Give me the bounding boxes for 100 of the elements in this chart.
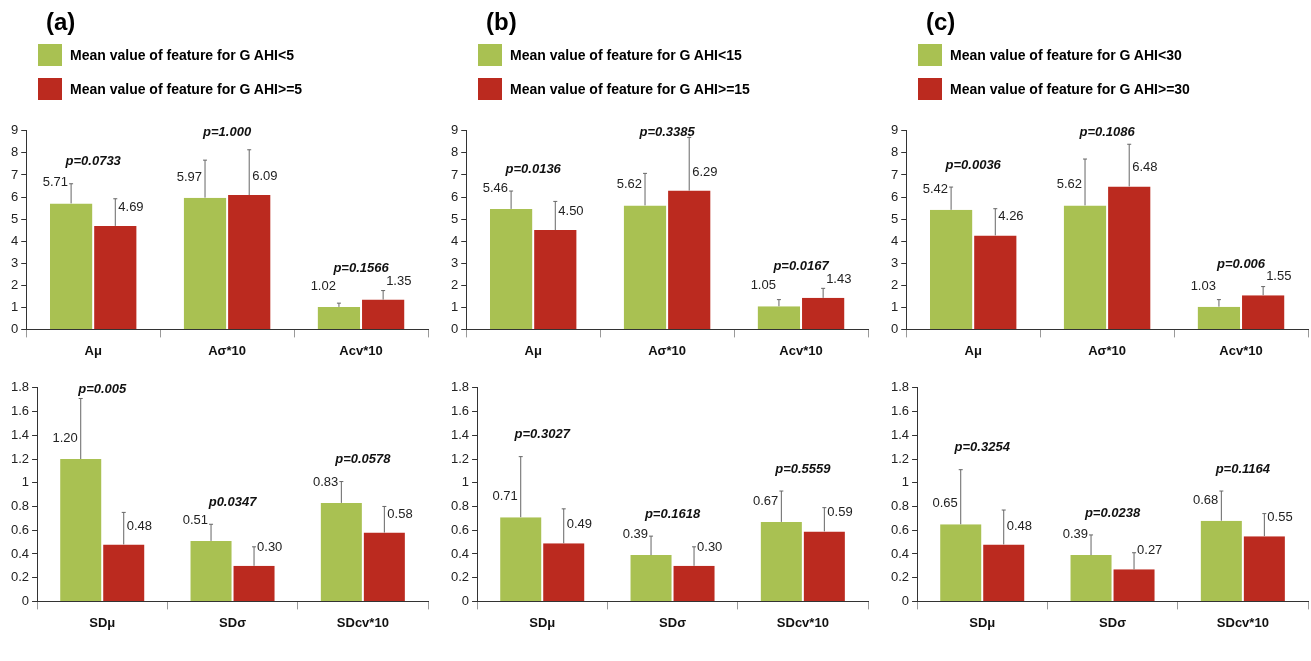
y-tick-label: 2 [451, 276, 459, 292]
x-tick-label: Aμ [84, 342, 102, 358]
data-label: 5.42 [922, 180, 949, 196]
y-tick-label: 0.4 [890, 545, 910, 561]
data-label: 0.55 [1267, 509, 1293, 525]
chart-title: (c) [926, 8, 957, 37]
data-label: 0.39 [622, 526, 649, 542]
y-tick-label: 1 [21, 474, 30, 490]
y-tick-label: 1.6 [890, 403, 910, 419]
y-tick-label: 0.8 [450, 498, 470, 514]
x-tick-label: Acv*10 [1219, 342, 1263, 358]
y-tick-label: 0.6 [890, 521, 910, 537]
y-tick-label: 0 [451, 320, 459, 336]
y-tick-label: 1.4 [890, 426, 910, 442]
x-tick-label: SDσ [1099, 614, 1127, 630]
y-tick-label: 1.8 [10, 379, 30, 395]
y-tick-label: 0.2 [10, 569, 30, 585]
data-label: 0.30 [257, 538, 283, 554]
data-label: 0.65 [932, 495, 958, 511]
y-tick-label: 1.8 [890, 379, 910, 395]
y-tick-label: 4 [451, 232, 459, 248]
legend-label: Mean value of feature for G AHI>=5 [70, 81, 303, 97]
annotation: p=0.1086 [1078, 124, 1136, 140]
y-tick-label: 5 [891, 210, 899, 226]
data-label: 4.26 [998, 208, 1024, 224]
y-tick-label: 8 [891, 144, 899, 160]
y-tick-label: 0.8 [890, 498, 910, 514]
y-tick-label: 0 [21, 592, 30, 608]
annotation: p=0.005 [77, 381, 128, 397]
y-tick-label: 0.4 [450, 545, 470, 561]
y-tick-label: 3 [451, 254, 459, 270]
data-label: 0.48 [1006, 517, 1033, 533]
y-tick-label: 5 [11, 210, 19, 226]
x-tick-label: Aσ*10 [1088, 342, 1127, 358]
data-label: 1.55 [1266, 268, 1292, 284]
annotation: p=0.1164 [1214, 460, 1271, 476]
y-tick-label: 2 [11, 276, 19, 292]
data-label: 1.43 [826, 270, 852, 286]
y-tick-label: 2 [891, 276, 899, 292]
y-tick-label: 8 [11, 144, 19, 160]
data-label: 0.83 [313, 473, 339, 489]
y-tick-label: 1.6 [10, 403, 30, 419]
data-label: 5.62 [1056, 176, 1083, 192]
annotation: p=0.0238 [1083, 504, 1141, 520]
y-tick-label: 1 [891, 298, 899, 314]
y-tick-label: 0 [11, 320, 19, 336]
data-label: 6.09 [252, 168, 278, 184]
y-tick-label: 1.2 [890, 450, 910, 466]
y-tick-label: 1 [451, 298, 459, 314]
data-label: 6.29 [692, 163, 718, 179]
y-tick-label: 0 [901, 592, 910, 608]
annotation: p0.0347 [207, 493, 258, 509]
x-tick-label: SDμ [89, 614, 116, 630]
data-label: 0.67 [753, 492, 779, 508]
data-label: 6.48 [1132, 159, 1158, 175]
data-label: 1.20 [52, 430, 78, 446]
annotation: p=0.3385 [638, 124, 696, 140]
data-label: 1.03 [1190, 277, 1216, 293]
annotation: p=0.3254 [953, 439, 1011, 455]
y-tick-label: 1 [461, 474, 470, 490]
legend-label: Mean value of feature for G AHI<30 [950, 47, 1182, 63]
y-tick-label: 6 [891, 188, 899, 204]
x-tick-label: SDcv*10 [336, 614, 389, 630]
y-tick-label: 9 [11, 122, 19, 138]
legend-label: Mean value of feature for G AHI>=30 [950, 81, 1190, 97]
y-tick-label: 0 [461, 592, 470, 608]
annotation: p=0.5559 [774, 460, 832, 476]
data-label: 0.30 [697, 538, 723, 554]
y-tick-label: 0.2 [450, 569, 470, 585]
y-tick-label: 7 [11, 166, 19, 182]
data-label: 0.68 [1193, 491, 1219, 507]
data-label: 4.69 [118, 198, 144, 214]
y-tick-label: 4 [11, 232, 19, 248]
data-label: 0.39 [1062, 526, 1089, 542]
annotation: p=1.000 [202, 124, 252, 140]
data-label: 0.49 [566, 516, 593, 532]
y-tick-label: 0.6 [10, 521, 30, 537]
annotation: p=0.0167 [772, 257, 830, 273]
x-tick-label: SDμ [969, 614, 996, 630]
y-tick-label: 5 [451, 210, 459, 226]
annotation: p=0.006 [1216, 256, 1266, 272]
y-tick-label: 1.4 [10, 426, 30, 442]
annotation: p=0.1618 [643, 505, 701, 521]
legend-label: Mean value of feature for G AHI<15 [510, 47, 742, 63]
legend-label: Mean value of feature for G AHI>=15 [510, 81, 750, 97]
annotation: p=0.0578 [334, 451, 392, 467]
annotation: p=0.3027 [513, 426, 571, 442]
y-tick-label: 1.6 [450, 403, 470, 419]
annotation: p=0.0733 [64, 153, 122, 169]
y-tick-label: 1 [11, 298, 19, 314]
data-label: 0.48 [126, 517, 153, 533]
y-tick-label: 1.4 [450, 426, 470, 442]
legend-label: Mean value of feature for G AHI<5 [70, 47, 294, 63]
y-tick-label: 1.2 [10, 450, 30, 466]
annotation: p=0.0136 [504, 160, 562, 176]
y-tick-label: 9 [451, 122, 459, 138]
y-tick-label: 1 [901, 474, 910, 490]
y-tick-label: 1.8 [450, 379, 470, 395]
data-label: 1.02 [310, 277, 336, 293]
x-tick-label: Acv*10 [779, 342, 823, 358]
